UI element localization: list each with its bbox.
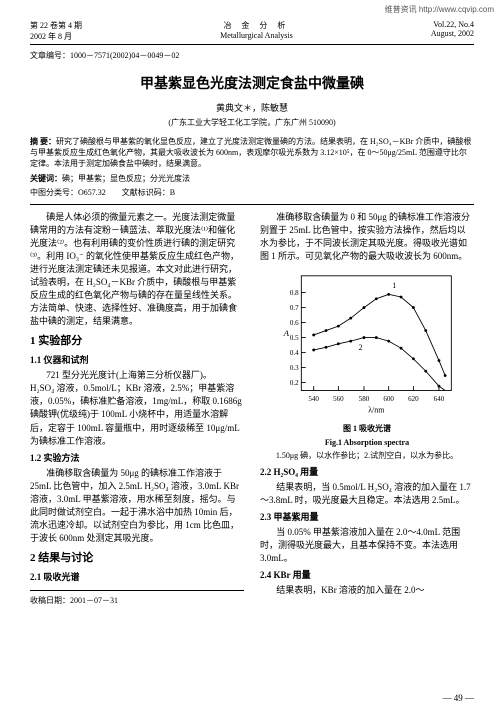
authors: 黄典文＊，陈敏慧	[30, 101, 474, 114]
svg-text:600: 600	[383, 395, 394, 403]
section-2-3: 2.3 甲基紫用量	[260, 511, 474, 524]
section-1-1: 1.1 仪器和试剂	[30, 354, 244, 367]
fig1-legend: 1.50μg 碘，以水作参比；2.试剂空白，以水为参比。	[260, 450, 474, 462]
section-1-2-text: 准确移取含碘量为 50μg 的碘标准工作溶液于 25mL 比色管中，加入 2.5…	[30, 467, 244, 545]
vol-cn: 第 22 卷第 4 期	[30, 20, 82, 31]
svg-text:A: A	[282, 328, 289, 338]
journal-header: 第 22 卷第 4 期 2002 年 8 月 冶 金 分 析 Metallurg…	[30, 20, 474, 45]
keywords-block: 关键词：碘；甲基紫；显色反应；分光光度法	[30, 173, 474, 184]
svg-text:560: 560	[333, 395, 344, 403]
section-2-3-text: 当 0.05% 甲基紫溶液加入量在 2.0～4.0mL 范围时，测得吸光度最大，…	[260, 526, 474, 565]
abstract-text: 研究了碘酸根与甲基紫的氧化显色反应，建立了光度法测定微量碘的方法。结果表明，在 …	[30, 137, 471, 168]
svg-text:λ/nm: λ/nm	[368, 406, 385, 415]
date-cn: 2002 年 8 月	[30, 31, 82, 42]
intro-paragraph: 碘是人体必须的微量元素之一。光度法测定微量碘常用的方法有淀粉－碘蓝法、萃取光度法…	[30, 211, 244, 328]
svg-text:0.4: 0.4	[289, 349, 298, 357]
svg-text:0.8: 0.8	[289, 289, 298, 297]
affiliation: (广东工业大学轻工化工学院，广东广州 510090)	[30, 117, 474, 128]
section-2-4: 2.4 KBr 用量	[260, 569, 474, 582]
journal-cn: 冶 金 分 析	[82, 20, 431, 31]
paper-title: 甲基紫显色光度法测定食盐中微量碘	[30, 73, 474, 93]
fig1-caption-cn: 图 1 吸收光谱	[260, 423, 474, 435]
section-1: 1 实验部分	[30, 334, 244, 350]
svg-text:1: 1	[392, 281, 396, 290]
vol-en: Vol.22, No.4	[431, 20, 474, 29]
doc-id: 文章编号：1000－7571(2002)04－0049－02	[30, 50, 474, 61]
svg-text:2: 2	[358, 343, 362, 352]
section-2: 2 结果与讨论	[30, 551, 244, 567]
fig1-caption-en: Fig.1 Absorption spectra	[260, 437, 474, 449]
svg-text:0.2: 0.2	[289, 379, 298, 387]
section-2-2: 2.2 H₂SO₄ 用量	[260, 466, 474, 479]
section-2-4-text: 结果表明，KBr 溶液的加入量在 2.0～	[260, 584, 474, 597]
abstract-label: 摘 要：	[30, 137, 56, 146]
classification: 中图分类号：O657.32 文献标识码：B	[30, 187, 474, 198]
divider	[30, 204, 474, 205]
figure-1: 0.2 0.3 0.4 0.5 0.6 0.7 0.8 540 560 580 …	[260, 267, 474, 462]
source-url: 维普资讯 http://www.cqvip.com	[385, 4, 494, 15]
left-column: 碘是人体必须的微量元素之一。光度法测定微量碘常用的方法有淀粉－碘蓝法、萃取光度法…	[30, 211, 244, 607]
right-column: 准确移取含碘量为 0 和 50μg 的碘标准工作溶液分别置于 25mL 比色管中…	[260, 211, 474, 607]
svg-text:0.6: 0.6	[289, 319, 298, 327]
svg-text:0.7: 0.7	[289, 304, 298, 312]
svg-text:540: 540	[308, 395, 319, 403]
svg-text:580: 580	[358, 395, 369, 403]
svg-text:620: 620	[408, 395, 419, 403]
date-en: August, 2002	[431, 29, 474, 38]
received-date: 收稿日期：2001－07－31	[30, 590, 244, 607]
svg-text:0.3: 0.3	[289, 364, 298, 372]
journal-en: Metallurgical Analysis	[82, 31, 431, 40]
kw-label: 关键词：	[30, 174, 62, 183]
body-columns: 碘是人体必须的微量元素之一。光度法测定微量碘常用的方法有淀粉－碘蓝法、萃取光度法…	[30, 211, 474, 607]
section-2-1: 2.1 吸收光谱	[30, 571, 244, 584]
absorption-chart: 0.2 0.3 0.4 0.5 0.6 0.7 0.8 540 560 580 …	[270, 267, 465, 417]
section-1-2: 1.2 实验方法	[30, 452, 244, 465]
section-1-1-text: 721 型分光光度计(上海第三分析仪器厂)。 H₂SO₄ 溶液，0.5mol/L…	[30, 369, 244, 447]
svg-text:640: 640	[433, 395, 444, 403]
keywords-text: 碘；甲基紫；显色反应；分光光度法	[62, 174, 190, 183]
page-number: — 49 —	[443, 693, 475, 703]
col2-paragraph: 准确移取含碘量为 0 和 50μg 的碘标准工作溶液分别置于 25mL 比色管中…	[260, 211, 474, 263]
svg-text:0.5: 0.5	[289, 334, 298, 342]
section-2-2-text: 结果表明，当 0.5mol/L H₂SO₄ 溶液的加入量在 1.7～3.8mL …	[260, 481, 474, 507]
abstract-block: 摘 要：研究了碘酸根与甲基紫的氧化显色反应，建立了光度法测定微量碘的方法。结果表…	[30, 136, 474, 170]
